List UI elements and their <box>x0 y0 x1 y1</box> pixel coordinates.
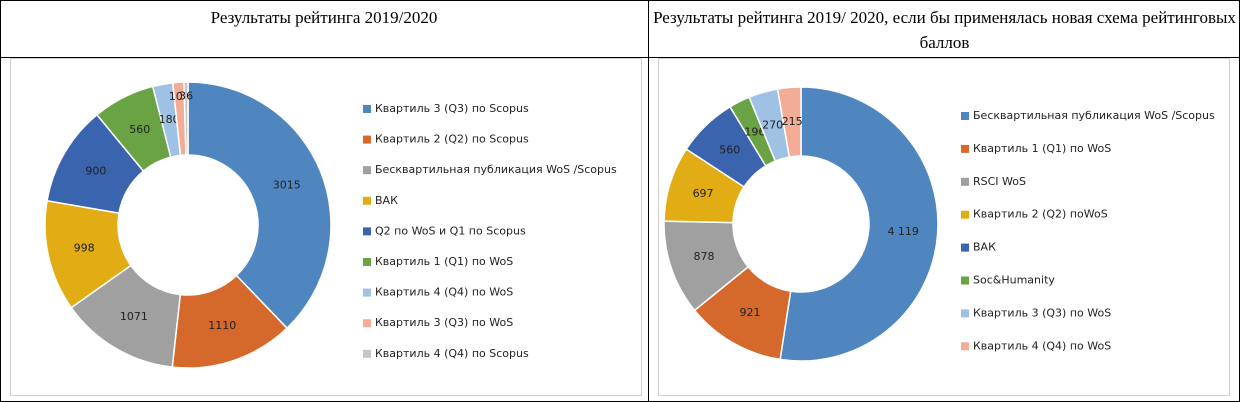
legend-swatch <box>363 288 371 297</box>
data-label: 270 <box>762 118 783 131</box>
donut-slice <box>187 81 332 330</box>
data-label: 900 <box>85 165 106 178</box>
header-title: Результаты рейтинга 2019/ 2020, если бы … <box>653 8 1236 52</box>
data-label: 878 <box>694 250 715 263</box>
legend-swatch <box>961 243 969 252</box>
legend-swatch <box>363 227 371 236</box>
legend-swatch <box>363 105 371 113</box>
data-label: 215 <box>782 115 803 128</box>
donut-slice <box>779 86 939 362</box>
legend-label: Квартиль 2 (Q2) поWoS <box>973 208 1108 221</box>
legend-swatch <box>363 166 371 175</box>
chart: 4 119 Бесквартильная публикация WoS /Scop… <box>658 58 1230 396</box>
data-label: 36 <box>179 90 193 103</box>
chart: 3015 Квартиль 3 (Q3) по Scopus 1110 Квартил… <box>10 58 642 396</box>
legend-swatch <box>363 135 371 144</box>
header-title: Результаты рейтинга 2019/2020 <box>210 8 438 27</box>
legend-label: Soc&Humanity <box>973 274 1055 287</box>
legend-swatch <box>961 342 969 351</box>
legend-swatch <box>961 112 969 120</box>
legend-swatch <box>961 210 969 219</box>
data-label: 998 <box>74 242 95 255</box>
legend-swatch <box>363 258 371 266</box>
legend-label: Квартиль 4 (Q4) по WoS <box>375 286 513 299</box>
legend-swatch <box>961 276 969 285</box>
data-label: 697 <box>693 187 714 200</box>
legend-label: Бесквартильная публикация WoS /Scopus <box>973 109 1215 122</box>
legend-label: Бесквартильная публикация WoS /Scopus <box>375 163 617 176</box>
legend-label: Квартиль 1 (Q1) по WoS <box>973 142 1111 155</box>
header-divider <box>0 0 1240 58</box>
data-label: 180 <box>159 113 180 126</box>
legend-swatch <box>961 309 969 318</box>
legend-swatch <box>363 196 371 205</box>
data-label: 4 119 <box>887 225 919 238</box>
legend-label: Квартиль 2 (Q2) по Scopus <box>375 133 529 146</box>
legend-swatch <box>363 319 371 328</box>
legend-swatch <box>961 177 969 186</box>
legend-swatch <box>961 144 969 153</box>
data-label: 560 <box>129 123 150 136</box>
legend-label: ВАК <box>973 241 996 254</box>
legend-label: Квартиль 3 (Q3) по WoS <box>973 306 1111 319</box>
legend-label: Квартиль 4 (Q4) по Scopus <box>375 347 529 360</box>
data-label: 560 <box>719 143 740 156</box>
legend-swatch <box>363 349 371 358</box>
legend-label: Квартиль 4 (Q4) по WoS <box>973 339 1111 352</box>
data-label: 1110 <box>208 319 236 332</box>
donut-slice <box>776 86 802 158</box>
legend-label: RSCI WoS <box>973 175 1026 188</box>
data-label: 3015 <box>273 178 301 191</box>
legend-label: Квартиль 3 (Q3) по Scopus <box>375 102 529 115</box>
data-label: 196 <box>744 125 765 138</box>
legend-label: Квартиль 1 (Q1) по WoS <box>375 255 513 268</box>
legend-label: Квартиль 3 (Q3) по WoS <box>375 316 513 329</box>
data-label: 1071 <box>120 310 148 323</box>
data-label: 921 <box>739 306 760 319</box>
column-divider <box>648 0 649 402</box>
donut-slice <box>183 81 189 156</box>
legend-label: ВАК <box>375 194 398 207</box>
legend-label: Q2 по WoS и Q1 по Scopus <box>375 224 526 237</box>
